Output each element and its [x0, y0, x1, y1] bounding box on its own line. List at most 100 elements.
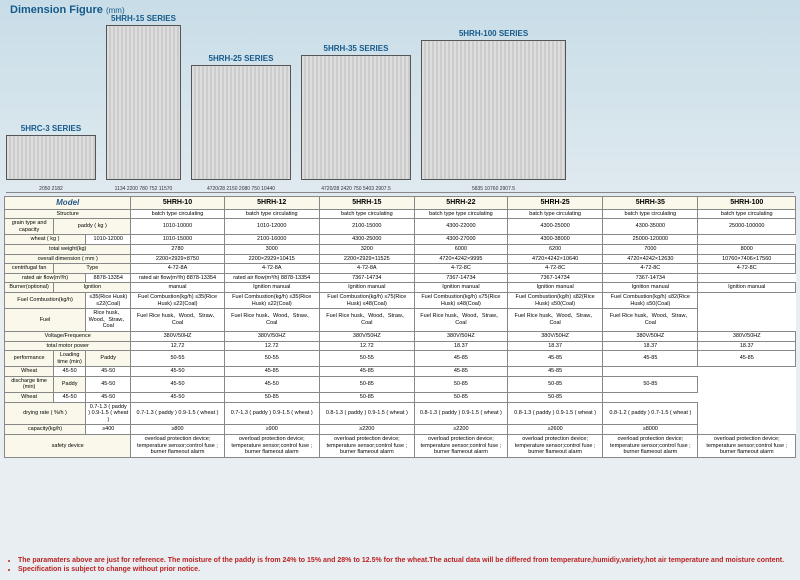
- cell: 380V/50HZ: [224, 331, 319, 341]
- machine-drawing: [191, 65, 291, 180]
- machine-drawing: [301, 55, 411, 180]
- row-label: Voltage/Frequence: [5, 331, 131, 341]
- row-subgroup: Loading time (min): [54, 351, 86, 367]
- cell: 4-72-8C: [414, 264, 507, 274]
- cell: 4-72-8C: [508, 264, 603, 274]
- cell: 4300-38000: [508, 235, 603, 245]
- cell: Rice husk、Wood、Straw、Coal: [86, 309, 131, 332]
- machine-dims: 1134 2200 780 752 11570: [106, 186, 181, 192]
- series-title: 5HRH-15 SERIES: [106, 14, 181, 23]
- cell: batch type circulating: [224, 209, 319, 219]
- cell: 2780: [131, 244, 224, 254]
- row-label: Paddy: [86, 351, 131, 367]
- cell: Fuel Rice husk、Wood、Straw、Coal: [414, 309, 507, 332]
- row-group: Burner(optional): [5, 283, 54, 293]
- series-block: 5HRH-35 SERIES 4720/28 2420 750 5403 290…: [301, 44, 411, 192]
- cell: 45-85: [319, 367, 414, 377]
- cell: 50-85: [414, 393, 507, 403]
- machine-drawing: [421, 40, 566, 180]
- cell: Fuel Rice husk、Wood、Straw、Coal: [603, 309, 698, 332]
- row-label: total motor power: [5, 341, 131, 351]
- cell: 4300-25000: [508, 219, 603, 235]
- cell: batch type circulating: [508, 209, 603, 219]
- cell: Fuel Combustion(kg/h) ≤35(Rice Husk) ≤22…: [224, 292, 319, 308]
- cell: 4-72-8C: [603, 264, 698, 274]
- cell: overload protection device; temperature …: [224, 435, 319, 458]
- cell: 45-50: [86, 376, 131, 392]
- cell: 25000-120000: [603, 235, 698, 245]
- cell: 18.37: [414, 341, 507, 351]
- machine-drawing: [6, 135, 96, 180]
- cell: 7367-14734: [414, 273, 507, 283]
- series-title: 5HRH-100 SERIES: [421, 29, 566, 38]
- cell: ≥800: [131, 425, 224, 435]
- cell: 0.8-1.3 ( paddy ) 0.9-1.5 ( wheat ): [414, 402, 507, 425]
- series-title: 5HRC-3 SERIES: [6, 124, 96, 133]
- cell: Ignition manual: [508, 283, 603, 293]
- cell: rated air flow(m³/h) 8878-13354: [224, 273, 319, 283]
- cell: 380V/50HZ: [508, 331, 603, 341]
- cell: overload protection device; temperature …: [414, 435, 507, 458]
- cell: 0.7-1.3 ( paddy ) 0.9-1.5 ( wheat ): [131, 402, 224, 425]
- cell: overload protection device; temperature …: [131, 435, 224, 458]
- cell: 4300-27000: [414, 235, 507, 245]
- series-block: 5HRC-3 SERIES 2050 2182: [6, 124, 96, 192]
- cell: 45-50: [131, 367, 224, 377]
- cell: 2200×2929×11525: [319, 254, 414, 264]
- cell: batch type circulating: [698, 209, 796, 219]
- cell: 50-85: [224, 393, 319, 403]
- cell: Ignition manual: [603, 283, 698, 293]
- cell: 50-85: [603, 376, 698, 392]
- row-label: Structure: [5, 209, 131, 219]
- cell: 1010-10000: [131, 219, 224, 235]
- cell: 25000-100000: [698, 219, 796, 235]
- cell: ≥900: [224, 425, 319, 435]
- cell: 50-85: [414, 376, 507, 392]
- row-label: Wheat: [5, 367, 54, 377]
- cell: Ignition manual: [698, 283, 796, 293]
- row-group: centrifugal fan: [5, 264, 54, 274]
- row-label: Paddy: [54, 376, 86, 392]
- cell: 45-50: [131, 393, 224, 403]
- cell: 12.72: [131, 341, 224, 351]
- cell: 50-55: [319, 351, 414, 367]
- cell: manual: [131, 283, 224, 293]
- cell: ≤35(Rice Husk) ≤22(Coal): [86, 292, 131, 308]
- cell: Fuel Rice husk、Wood、Straw、Coal: [131, 309, 224, 332]
- row-label: rated air flow(m³/h): [5, 273, 86, 283]
- row-label: Fuel: [5, 309, 86, 332]
- cell: 0.8-1.3 ( paddy ) 0.9-1.5 ( wheat ): [319, 402, 414, 425]
- cell: 45-85: [698, 351, 796, 367]
- cell: 8878-13354: [86, 273, 131, 283]
- model-header: Model: [5, 197, 131, 210]
- cell: ≥8000: [603, 425, 698, 435]
- machine-dims: 5835 10760 2907.5: [421, 186, 566, 192]
- row-label: Wheat: [5, 393, 54, 403]
- dimension-figures: 5HRC-3 SERIES 2050 21825HRH-15 SERIES 11…: [6, 18, 794, 193]
- cell: 380V/50HZ: [603, 331, 698, 341]
- row-label: overall dimension ( mm ): [5, 254, 131, 264]
- cell: 4300-35000: [603, 219, 698, 235]
- cell: Ignition manual: [224, 283, 319, 293]
- cell: 6000: [414, 244, 507, 254]
- cell: overload protection device; temperature …: [508, 435, 603, 458]
- machine-drawing: [106, 25, 181, 180]
- cell: 2200×2929×10415: [224, 254, 319, 264]
- cell: 3200: [319, 244, 414, 254]
- cell: 45-50: [131, 376, 224, 392]
- cell: Fuel Combustion(kg/h) ≤75(Rice Husk) ≤48…: [414, 292, 507, 308]
- cell: overload protection device; temperature …: [319, 435, 414, 458]
- row-label: wheat ( kg ): [5, 235, 86, 245]
- cell: 12.72: [319, 341, 414, 351]
- row-label: Ignition: [54, 283, 131, 293]
- cell: 18.37: [603, 341, 698, 351]
- series-block: 5HRH-100 SERIES 5835 10760 2907.5: [421, 29, 566, 192]
- cell: ≥400: [86, 425, 131, 435]
- cell: 2200×2929×8750: [131, 254, 224, 264]
- row-label: total weight(kg): [5, 244, 131, 254]
- cell: 8000: [698, 244, 796, 254]
- cell: 380V/50HZ: [319, 331, 414, 341]
- cell: Fuel Rice husk、Wood、Straw、Coal: [508, 309, 603, 332]
- cell: 6200: [508, 244, 603, 254]
- cell: 10760×7406×17560: [698, 254, 796, 264]
